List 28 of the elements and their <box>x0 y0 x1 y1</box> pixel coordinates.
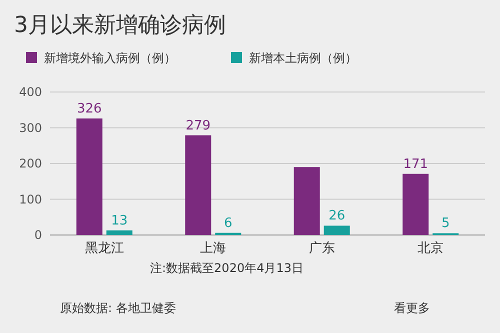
text: 看更多 <box>394 301 430 315</box>
data-label: 13 <box>111 213 128 228</box>
data-label: 26 <box>328 208 346 224</box>
data-label: 279 <box>186 118 211 134</box>
data-label: 326 <box>76 101 102 116</box>
y-tick-label: 0 <box>34 228 42 242</box>
data-label: 5 <box>441 216 450 232</box>
x-tick-label: 黑龙江 <box>84 241 124 256</box>
x-tick-label: 广东 <box>308 241 335 256</box>
y-tick-label: 300 <box>19 120 42 135</box>
x-tick-label: 北京 <box>418 241 444 256</box>
y-tick-label: 400 <box>19 85 42 99</box>
data-label: 6 <box>224 216 232 231</box>
data-label: 171 <box>403 156 428 172</box>
text: 注:数据截至2020年4月13日 <box>150 261 304 275</box>
y-tick-label: 100 <box>19 192 42 206</box>
bar <box>294 167 320 235</box>
x-tick-label: 上海 <box>200 241 226 256</box>
bar <box>185 135 212 235</box>
chart-title: 3月以来新增确诊病例 <box>14 13 226 38</box>
y-tick-label: 200 <box>19 156 42 170</box>
bar <box>76 118 102 235</box>
text: 原始数据: 各地卫健委 <box>60 301 176 315</box>
bar <box>106 230 132 235</box>
legend-label: 新增境外输入病例（例） <box>44 51 176 65</box>
bar <box>402 174 429 235</box>
bar <box>324 226 350 235</box>
legend-label: 新增本土病例（例） <box>249 51 357 65</box>
